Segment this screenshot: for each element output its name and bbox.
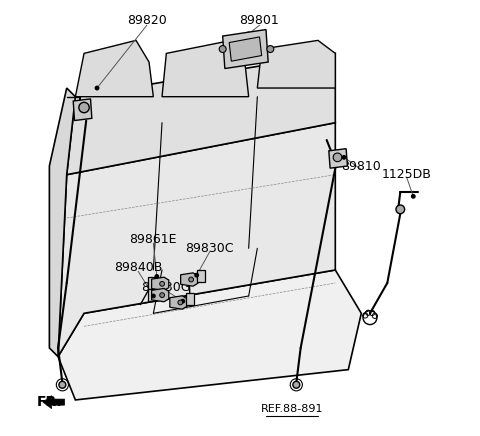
Polygon shape: [180, 273, 198, 286]
Circle shape: [396, 205, 405, 214]
Circle shape: [342, 156, 346, 159]
Polygon shape: [49, 88, 75, 357]
Circle shape: [181, 300, 184, 303]
Text: 89861E: 89861E: [130, 233, 177, 246]
Circle shape: [333, 153, 342, 162]
Polygon shape: [43, 395, 64, 409]
Circle shape: [293, 382, 300, 388]
Circle shape: [96, 86, 99, 90]
Text: 89820: 89820: [127, 14, 167, 27]
Polygon shape: [58, 270, 361, 400]
Circle shape: [160, 282, 165, 286]
Polygon shape: [148, 277, 156, 289]
Polygon shape: [152, 289, 169, 302]
Circle shape: [189, 277, 193, 282]
Polygon shape: [229, 37, 262, 61]
Circle shape: [219, 46, 226, 52]
Text: 1125DB: 1125DB: [382, 168, 432, 181]
Circle shape: [79, 102, 89, 113]
Polygon shape: [67, 53, 336, 175]
Polygon shape: [75, 41, 153, 97]
Polygon shape: [329, 149, 348, 168]
Text: 89810: 89810: [341, 160, 381, 173]
Text: REF.88-891: REF.88-891: [261, 404, 323, 414]
Circle shape: [195, 273, 198, 277]
Polygon shape: [257, 41, 336, 88]
Circle shape: [59, 382, 66, 388]
Text: FR.: FR.: [36, 395, 62, 409]
Polygon shape: [162, 41, 249, 97]
Circle shape: [160, 293, 165, 297]
Text: 89830G: 89830G: [142, 281, 191, 294]
Polygon shape: [170, 296, 187, 309]
Text: 89801: 89801: [240, 14, 279, 27]
Text: 89840B: 89840B: [114, 261, 162, 274]
Polygon shape: [148, 289, 156, 301]
Polygon shape: [223, 30, 268, 68]
Polygon shape: [58, 123, 336, 357]
Polygon shape: [197, 270, 205, 282]
Polygon shape: [73, 99, 92, 120]
Polygon shape: [186, 293, 194, 305]
Circle shape: [152, 294, 155, 298]
Circle shape: [267, 46, 274, 52]
Circle shape: [411, 194, 415, 198]
Circle shape: [247, 32, 251, 36]
Circle shape: [178, 300, 183, 305]
Polygon shape: [152, 277, 169, 290]
Text: 89830C: 89830C: [185, 242, 234, 255]
Circle shape: [155, 275, 158, 278]
